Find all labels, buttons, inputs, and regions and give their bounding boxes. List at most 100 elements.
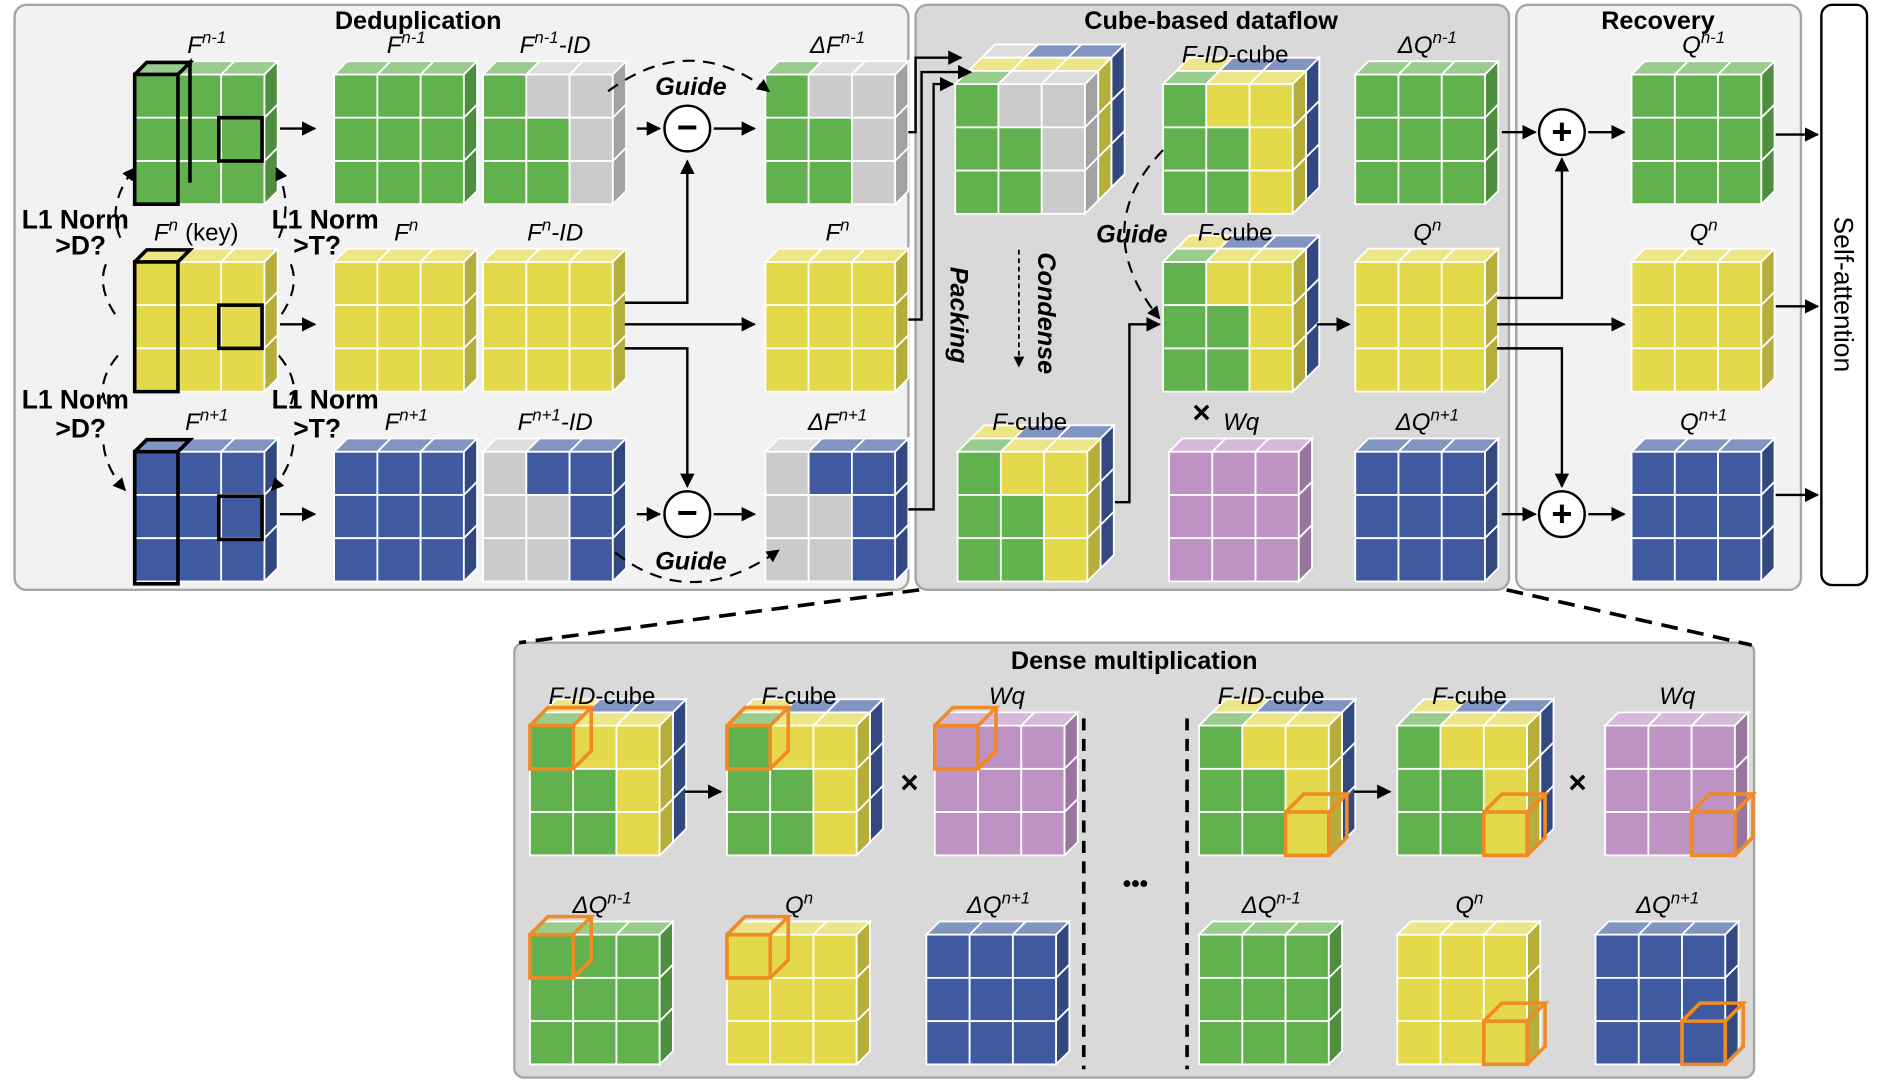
cube-f-np1-b: Fn+1 (331, 405, 480, 584)
cube-label: Qn+1 (1680, 405, 1727, 436)
cube-cell (925, 933, 971, 979)
cube-cell (1637, 1020, 1683, 1066)
cube-cell (1604, 724, 1650, 770)
label-superscript: n+1 (839, 405, 868, 424)
cube-cell (1440, 260, 1486, 307)
cube-rq-nm1: Qn-1 (1629, 28, 1777, 207)
cube-cell (482, 304, 528, 350)
cube-cell (769, 811, 815, 857)
threshold-d-label: >D? (55, 231, 106, 261)
cube-cell (1211, 450, 1257, 496)
cube-cell (1396, 976, 1442, 1023)
cube-cell (1248, 169, 1294, 215)
cube-cell (769, 767, 815, 814)
cube-label: Fn-ID (527, 216, 583, 247)
cube-side-cell (855, 796, 871, 858)
label-main: F-ID (549, 683, 596, 710)
cube-cell (177, 73, 223, 119)
cube-cell (764, 304, 810, 350)
cube-cell (1248, 304, 1294, 350)
cube-cell (1397, 494, 1443, 540)
label-main: Q (1690, 219, 1709, 246)
label-suffix: -ID (561, 409, 593, 436)
cube-cell (1354, 73, 1400, 119)
cube-cell (1673, 537, 1719, 583)
cube-side-cell (611, 332, 627, 394)
label-main: F (518, 409, 534, 436)
label-superscript: n (1432, 216, 1441, 235)
cube-cell (807, 260, 853, 307)
cube-cell (726, 933, 772, 979)
cube-cell (525, 494, 571, 540)
cube-cell (1594, 1020, 1640, 1066)
dedup-arrows: − − Guide Guide (280, 59, 780, 584)
cube-cell (812, 1020, 858, 1066)
cube-cell (376, 260, 422, 307)
cube-cell (807, 116, 853, 162)
cube-cell (419, 450, 465, 496)
cube-cell (1040, 169, 1086, 215)
cube-side-cell (1760, 332, 1776, 394)
cube-cell (764, 450, 810, 496)
cube-cell (1630, 304, 1676, 350)
cube-label: ΔQn-1 (1241, 888, 1301, 919)
cube-cell (956, 537, 1002, 583)
cube-cell (419, 304, 465, 350)
cube-cell (220, 73, 266, 119)
cube-side-cell (894, 522, 910, 584)
subtract-operator (663, 104, 712, 153)
cube-cell (1396, 1020, 1442, 1066)
cube-cell (615, 933, 661, 979)
cube-cell (1717, 494, 1763, 540)
label-main: Q (1455, 892, 1474, 919)
cube-cell (956, 494, 1002, 540)
cube-rq-np1: Qn+1 (1629, 405, 1777, 584)
cube-cell (376, 116, 422, 162)
label-suffix: -cube (776, 683, 836, 710)
cube-rq-n: Qn (1629, 216, 1777, 394)
cube-cell (726, 1020, 772, 1066)
cube-label: Fn (154, 216, 178, 247)
label-superscript: n+1 (1671, 888, 1700, 907)
cube-cell (1354, 304, 1400, 350)
cube-cell (1354, 260, 1400, 307)
cube-fidcube: F-ID-cube (1160, 41, 1322, 217)
cube-cell (525, 160, 571, 206)
label-main: ΔQ (571, 892, 607, 919)
cube-cell (1011, 976, 1058, 1023)
cube-cell (1198, 767, 1244, 814)
label-main: F-ID (1218, 683, 1265, 710)
cube-d-q2: Qn (1395, 888, 1550, 1067)
cube-cell (1440, 494, 1486, 540)
cube-cell (333, 494, 379, 540)
cube-df-np1: ΔFn+1 (763, 405, 911, 584)
highlight-cell-outline (1680, 1001, 1748, 1067)
cube-side-cell (263, 145, 279, 207)
cube-cell (1248, 260, 1294, 307)
label-main: ΔQ (1397, 32, 1433, 59)
cube-cell (1205, 169, 1251, 215)
cube-cell (1241, 976, 1287, 1023)
cube-side-cell (658, 796, 674, 858)
label-main: ΔF (809, 32, 842, 59)
cube-cell (933, 724, 979, 770)
cube-side-cell (1055, 1005, 1071, 1067)
cube-cell (333, 347, 379, 393)
label-main: F (387, 32, 403, 59)
cube-cell (1168, 494, 1214, 540)
cube-fcube-mid: F-cube (1160, 219, 1322, 394)
cube-label: Fn+1-ID (518, 405, 593, 436)
cube-cell (1439, 724, 1485, 770)
cube-cell (525, 450, 571, 496)
highlight-cell-outline (1283, 792, 1352, 858)
cube-cell (615, 1020, 661, 1066)
l1-norm-label: L1 Norm (22, 204, 129, 234)
cube-cell (1440, 73, 1486, 119)
cube-cell (764, 537, 810, 583)
cube-cell (1354, 537, 1400, 583)
l1-norm-label: L1 Norm (272, 384, 379, 414)
cube-cell (1637, 933, 1683, 979)
cube-cell (764, 494, 810, 540)
cube-cell (1482, 1020, 1528, 1066)
cube-cell (1205, 83, 1251, 129)
